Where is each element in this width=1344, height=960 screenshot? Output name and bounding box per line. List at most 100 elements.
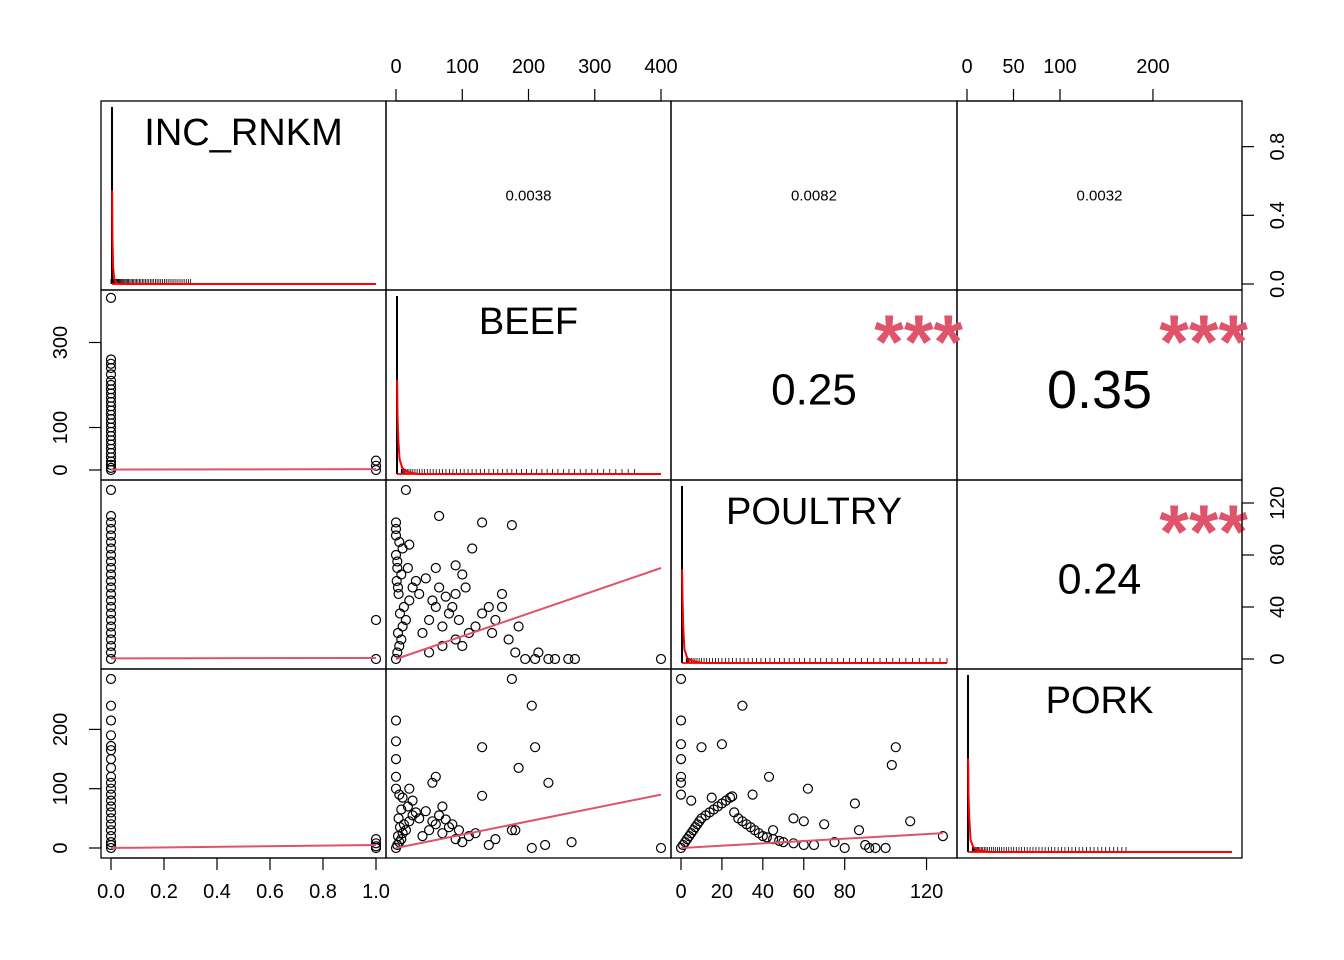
scatter-panel-BEEF-POULTRY: [390, 484, 667, 665]
scatter-point: [410, 807, 421, 818]
scatter-point: [513, 621, 524, 632]
x-axis-INC_RNKM-bottom: 0.0 0.2 0.4 0.6 0.8 1.0: [97, 857, 390, 903]
fit-line: [395, 567, 662, 660]
scatter-point: [447, 601, 458, 613]
scatter-panel-INC_RNKM-BEEF: [105, 292, 382, 476]
y-axis-BEEF-left: 0 100 300: [50, 326, 102, 476]
y-axis-INC_RNKM-right: 0.0 0.4 0.8: [1241, 133, 1289, 298]
scatter-point: [105, 582, 117, 593]
scatter-point: [396, 634, 407, 645]
scatter-point: [447, 819, 458, 830]
density-curve-BEEF: [396, 379, 661, 475]
scatter-point: [566, 836, 577, 848]
tick-label: 200: [1136, 56, 1169, 78]
tick-label: 100: [50, 772, 72, 805]
scatter-point: [105, 375, 117, 386]
scatter-point: [798, 816, 809, 827]
scatter-point: [105, 569, 117, 580]
scatter-point: [788, 838, 799, 849]
scatter-point: [394, 608, 406, 619]
scatter-point: [407, 582, 418, 593]
scatter-point: [467, 543, 478, 554]
scatter-point: [655, 653, 667, 665]
scatter-point: [105, 715, 117, 726]
scatter-point: [370, 460, 382, 471]
scatter-point: [390, 753, 402, 765]
tick-label: 0.8: [309, 881, 337, 903]
scatter-point: [414, 588, 425, 600]
scatter-point: [390, 783, 402, 794]
scatter-point: [105, 789, 117, 800]
scatter-point: [716, 739, 728, 750]
tick-label: 120: [910, 881, 943, 903]
scatter-point: [727, 791, 738, 802]
tick-label: 0: [50, 464, 72, 475]
scatter-point: [105, 523, 117, 535]
scatter-point: [563, 653, 574, 665]
variable-label-POULTRY: POULTRY: [726, 491, 902, 533]
tick-label: 0.0: [1267, 270, 1289, 298]
scatter-point: [724, 792, 736, 803]
scatter-point: [390, 530, 402, 541]
scatter-point: [105, 484, 117, 496]
scatter-point: [407, 795, 418, 806]
scatter-point: [105, 801, 117, 812]
scatter-point: [430, 771, 441, 782]
scatter-point: [757, 830, 768, 842]
scatter-point: [390, 653, 402, 665]
scatter-point: [819, 819, 830, 830]
tick-label: 0.0: [97, 881, 125, 903]
scatter-point: [880, 842, 891, 854]
scatter-point: [457, 640, 468, 652]
scatter-point: [747, 789, 758, 800]
scatter-point: [510, 647, 521, 658]
scatter-point: [402, 562, 413, 574]
tick-label: 0.8: [1267, 133, 1289, 161]
scatter-point: [105, 608, 117, 619]
scatter-point: [533, 647, 544, 658]
significance-stars: ***: [1159, 300, 1248, 385]
scatter-point: [440, 591, 451, 602]
scatter-point: [450, 588, 461, 600]
scatter-point: [430, 601, 441, 613]
tick-label: 0: [1267, 653, 1289, 664]
scatter-point: [774, 835, 785, 847]
tick-label: 200: [50, 713, 72, 746]
tick-label: 0.4: [1267, 201, 1289, 229]
scatter-point: [393, 813, 404, 824]
scatter-point: [706, 792, 717, 803]
tick-label: 120: [1267, 486, 1289, 519]
panel-frame-1-0: [100, 289, 387, 481]
scatter-point: [477, 742, 488, 753]
scatter-point: [655, 842, 667, 854]
scatter-point: [370, 455, 382, 466]
scatter-point: [105, 647, 117, 658]
scatter-point: [675, 715, 687, 726]
scatter-point: [105, 745, 117, 756]
fit-line: [395, 793, 662, 849]
correlation-value: 0.24: [1058, 556, 1142, 604]
tick-label: 0: [390, 56, 401, 78]
scatter-point: [829, 836, 840, 848]
scatter-point: [394, 640, 405, 652]
scatter-point: [463, 830, 474, 842]
scatter-point: [105, 601, 117, 613]
scatter-panel-INC_RNKM-PORK: [105, 673, 382, 854]
scatter-point: [370, 614, 382, 626]
panel-frames: [100, 100, 1243, 859]
x-axis-POULTRY-bottom: 0 20 40 60 80 120: [675, 857, 943, 903]
scatter-point: [391, 575, 402, 587]
scatter-point: [510, 825, 521, 836]
scatter-point: [105, 595, 117, 606]
scatter-point: [400, 614, 411, 626]
panel-frame-3-2: [670, 668, 958, 859]
scatter-point: [737, 700, 748, 711]
scatter-point: [529, 742, 541, 753]
variable-label-INC_RNKM: INC_RNKM: [144, 112, 342, 154]
scatter-point: [396, 833, 407, 845]
scatter-point: [506, 519, 517, 531]
scatter-point: [370, 841, 382, 852]
scatter-point: [437, 640, 448, 652]
scatter-point: [434, 810, 445, 821]
fit-line: [110, 844, 377, 849]
